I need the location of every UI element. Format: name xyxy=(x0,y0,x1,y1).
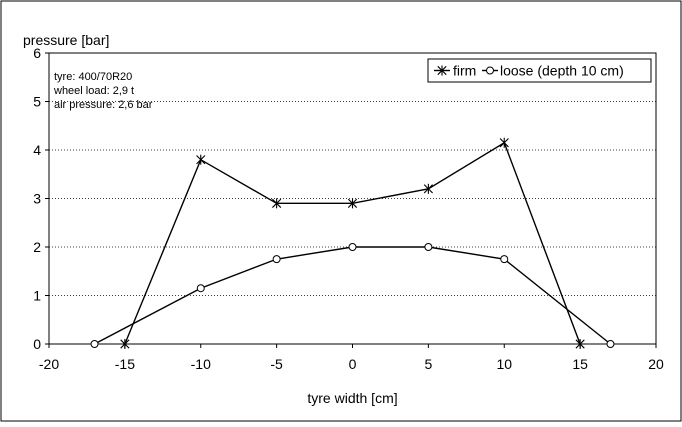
legend-marker-firm xyxy=(437,65,447,76)
y-tick-label: 5 xyxy=(33,94,41,110)
x-tick-label: 15 xyxy=(572,356,588,372)
series-layer xyxy=(90,137,615,349)
data-point xyxy=(499,137,509,148)
y-tick-label: 2 xyxy=(33,239,41,255)
legend-box xyxy=(427,58,652,83)
data-point xyxy=(606,340,615,348)
data-point xyxy=(423,183,433,194)
y-tick-label: 1 xyxy=(33,288,41,304)
y-axis-label: pressure [bar] xyxy=(23,32,109,48)
annotation-tyre: tyre: 400/70R20 xyxy=(54,71,132,83)
annotation-air-pressure: air pressure: 2,6 bar xyxy=(54,99,153,111)
data-point xyxy=(272,198,282,209)
data-point xyxy=(347,198,358,209)
x-tick-label: -20 xyxy=(39,356,59,372)
legend: firm loose (depth 10 cm) xyxy=(427,58,652,83)
legend-label-loose: loose (depth 10 cm) xyxy=(500,63,624,79)
annotation-block: tyre: 400/70R20 wheel load: 2,9 t air pr… xyxy=(53,71,153,111)
data-point xyxy=(120,339,130,349)
x-tick-label: 5 xyxy=(424,356,432,372)
x-tick-label: -5 xyxy=(270,356,283,372)
legend-items: firm loose (depth 10 cm) xyxy=(434,63,624,79)
y-tick-label: 6 xyxy=(33,45,41,61)
y-tick-label: 4 xyxy=(33,142,41,158)
y-tick-label: 0 xyxy=(33,336,41,352)
data-point xyxy=(90,340,99,348)
x-tick-label: 0 xyxy=(349,356,357,372)
x-tick-label: 10 xyxy=(496,356,512,372)
x-axis-label: tyre width [cm] xyxy=(307,390,397,406)
x-tick-label: -10 xyxy=(191,356,211,372)
data-point xyxy=(500,255,509,264)
data-point xyxy=(575,339,585,349)
x-tick-label: 20 xyxy=(648,356,664,372)
legend-label-firm: firm xyxy=(453,63,476,79)
data-point xyxy=(272,255,281,264)
data-point xyxy=(196,284,205,293)
annotation-wheel-load: wheel load: 2,9 t xyxy=(53,85,134,97)
data-point xyxy=(424,243,433,251)
y-axis-ticks: 0 1 2 3 4 5 6 xyxy=(33,45,49,352)
data-point xyxy=(348,243,357,251)
y-tick-label: 3 xyxy=(33,191,41,207)
x-axis-ticks: -20 -15 -10 -5 0 5 10 15 20 xyxy=(39,344,664,372)
data-point xyxy=(196,154,206,165)
x-tick-label: -15 xyxy=(115,356,135,372)
legend-marker-loose xyxy=(486,66,494,75)
